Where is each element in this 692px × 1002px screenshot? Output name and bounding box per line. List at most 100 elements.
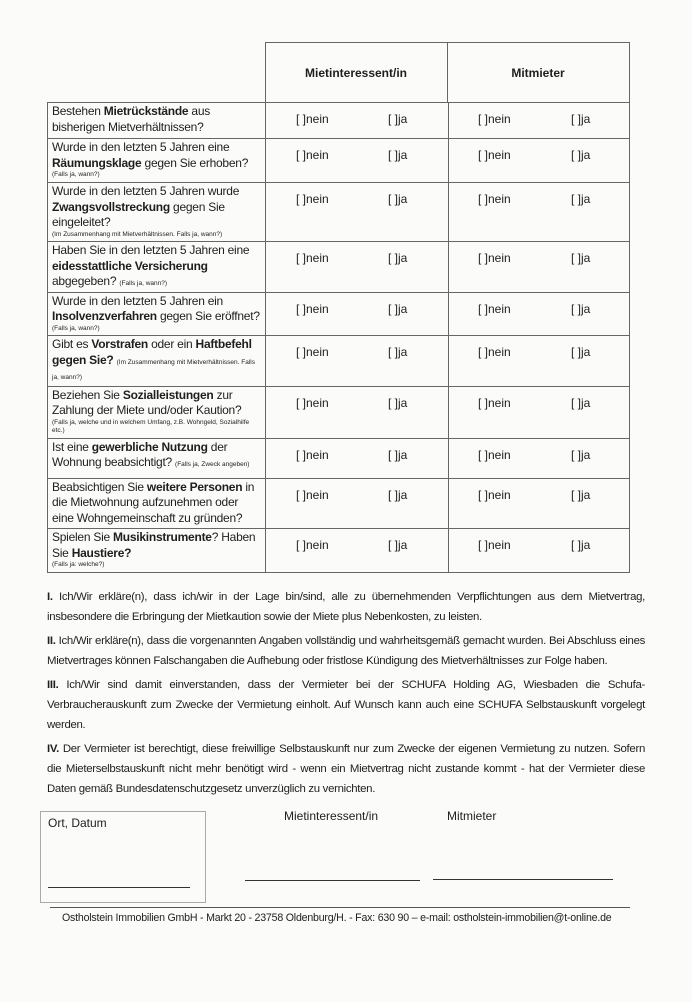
- place-date-line[interactable]: [48, 886, 190, 888]
- question-segment: Spielen Sie: [52, 530, 114, 544]
- question-keyword: Haustiere?: [71, 545, 132, 560]
- place-date-label: Ort, Datum: [48, 815, 107, 830]
- question-segment: zur Zahlung der Miete und/oder Kaution?: [52, 387, 242, 418]
- tenant-no-checkbox[interactable]: [ ]nein: [296, 148, 329, 162]
- footer: Ostholstein Immobilien GmbH - Markt 20 -…: [0, 906, 692, 937]
- cotenant-no-checkbox[interactable]: [ ]nein: [478, 148, 511, 162]
- question-table: Bestehen Mietrückstände aus bisherigen M…: [47, 102, 630, 573]
- cotenant-yes-checkbox[interactable]: [ ]ja: [571, 345, 591, 359]
- place-date-box: [40, 810, 206, 903]
- cotenant-yes-checkbox[interactable]: [ ]ja: [571, 301, 591, 316]
- paragraph-text: Der Vermieter ist berechtigt, diese frei…: [47, 742, 645, 795]
- table-row: Bestehen Mietrückstände aus bisherigen M…: [47, 102, 630, 138]
- question-note: (Falls ja, wann?): [119, 280, 168, 287]
- cotenant-yes-checkbox[interactable]: [ ]ja: [571, 447, 591, 462]
- question-note: (Falls ja, wann?): [52, 171, 100, 178]
- tenant-yes-checkbox[interactable]: [ ]ja: [388, 301, 408, 316]
- question-keyword: Musikinstrumente: [113, 530, 212, 544]
- cotenant-no-checkbox[interactable]: [ ]nein: [478, 251, 511, 265]
- cotenant-no-checkbox[interactable]: [ ]nein: [478, 301, 511, 316]
- signature-area: Ort, Datum Mietinteressent/in Mitmieter: [0, 807, 692, 907]
- question-segment: Beziehen Sie: [52, 387, 123, 402]
- cotenant-signature-line[interactable]: [433, 878, 613, 880]
- question-segment: Wurde in den letzten 5 Jahren ein: [52, 293, 223, 308]
- table-row: Wurde in den letzten 5 Jahren ein Insolv…: [47, 291, 630, 335]
- cotenant-no-checkbox[interactable]: [ ]nein: [478, 447, 511, 462]
- cotenant-yes-checkbox[interactable]: [ ]ja: [571, 192, 591, 206]
- tenant-signature-line[interactable]: [245, 879, 420, 881]
- cotenant-no-checkbox[interactable]: [ ]nein: [478, 395, 511, 410]
- declaration-paragraph: I. Ich/Wir erkläre(n), dass ich/wir in d…: [47, 587, 645, 627]
- tenant-no-checkbox[interactable]: [ ]nein: [296, 487, 329, 502]
- question-text: Haben Sie in den letzten 5 Jahren eine e…: [48, 242, 266, 292]
- header-tenant: Mietinteressent/in: [304, 66, 408, 80]
- tenant-yes-checkbox[interactable]: [ ]ja: [388, 251, 408, 265]
- column-divider: [448, 478, 449, 528]
- table-row: Gibt es Vorstrafen oder ein Haftbefehl g…: [47, 335, 630, 386]
- cotenant-yes-checkbox[interactable]: [ ]ja: [571, 538, 591, 552]
- column-divider: [448, 336, 449, 386]
- question-note: (Im Zusammenhang mit Mietverhältnissen. …: [52, 358, 255, 382]
- tenant-yes-checkbox[interactable]: [ ]ja: [388, 192, 408, 206]
- cotenant-yes-checkbox[interactable]: [ ]ja: [571, 148, 591, 162]
- cotenant-no-checkbox[interactable]: [ ]nein: [478, 345, 511, 359]
- question-keyword: Räumungsklage: [52, 155, 142, 170]
- question-keyword: weitere Personen: [146, 479, 243, 494]
- tenant-yes-checkbox[interactable]: [ ]ja: [388, 395, 408, 410]
- question-text: Beziehen Sie Sozialleistungen zur Zahlun…: [48, 386, 266, 438]
- question-segment: Wurde in den letzten 5 Jahren wurde: [52, 184, 240, 198]
- tenant-yes-checkbox[interactable]: [ ]ja: [388, 538, 408, 552]
- table-header: Mietinteressent/in Mitmieter: [265, 42, 630, 102]
- cotenant-yes-checkbox[interactable]: [ ]ja: [571, 395, 591, 410]
- declaration-paragraph: IV. Der Vermieter ist berechtigt, diese …: [47, 739, 645, 799]
- cotenant-yes-checkbox[interactable]: [ ]ja: [571, 112, 591, 126]
- question-segment: Ist eine: [52, 439, 92, 454]
- tenant-yes-checkbox[interactable]: [ ]ja: [388, 447, 408, 462]
- cotenant-no-checkbox[interactable]: [ ]nein: [478, 487, 511, 502]
- tenant-no-checkbox[interactable]: [ ]nein: [296, 395, 329, 410]
- tenant-no-checkbox[interactable]: [ ]nein: [296, 192, 329, 206]
- table-row: Wurde in den letzten 5 Jahren eine Räumu…: [47, 138, 630, 182]
- paragraph-number: I.: [47, 590, 53, 603]
- cotenant-no-checkbox[interactable]: [ ]nein: [478, 538, 511, 552]
- tenant-no-checkbox[interactable]: [ ]nein: [296, 345, 329, 359]
- question-text: Gibt es Vorstrafen oder ein Haftbefehl g…: [48, 336, 266, 386]
- question-note: (Falls ja: welche?): [52, 561, 105, 568]
- header-cell-cotenant: [447, 42, 630, 102]
- column-divider: [448, 139, 449, 182]
- cotenant-yes-checkbox[interactable]: [ ]ja: [571, 251, 591, 265]
- question-text: Bestehen Mietrückstände aus bisherigen M…: [48, 103, 266, 138]
- cotenant-yes-checkbox[interactable]: [ ]ja: [571, 487, 591, 502]
- column-divider: [448, 103, 449, 138]
- table-row: Haben Sie in den letzten 5 Jahren eine e…: [47, 241, 630, 292]
- question-text: Ist eine gewerbliche Nutzung der Wohnung…: [48, 438, 266, 478]
- tenant-yes-checkbox[interactable]: [ ]ja: [388, 148, 408, 162]
- cotenant-no-checkbox[interactable]: [ ]nein: [478, 112, 511, 126]
- question-keyword: Zwangsvollstreckung: [52, 199, 170, 214]
- tenant-no-checkbox[interactable]: [ ]nein: [296, 538, 329, 552]
- tenant-yes-checkbox[interactable]: [ ]ja: [388, 345, 408, 359]
- table-row: Wurde in den letzten 5 Jahren wurde Zwan…: [47, 182, 630, 241]
- header-cotenant: Mitmieter: [511, 66, 565, 80]
- question-keyword: eidesstattliche Versicherung: [52, 258, 208, 273]
- question-note: (Im Zusammenhang mit Mietverhältnissen. …: [52, 230, 223, 238]
- tenant-no-checkbox[interactable]: [ ]nein: [296, 251, 329, 265]
- question-segment: Wurde in den letzten 5 Jahren eine: [52, 140, 230, 154]
- question-segment: der Wohnung beabsichtigt?: [52, 439, 228, 470]
- tenant-no-checkbox[interactable]: [ ]nein: [296, 301, 329, 316]
- question-keyword: Insolvenzverfahren: [52, 309, 157, 323]
- tenant-yes-checkbox[interactable]: [ ]ja: [388, 487, 408, 502]
- table-row: Spielen Sie Musikinstrumente? Haben Sie …: [47, 528, 630, 572]
- question-segment: in die Mietwohnung aufzunehmen oder eine…: [52, 479, 255, 525]
- tenant-no-checkbox[interactable]: [ ]nein: [296, 447, 329, 462]
- question-segment: gegen Sie eröffnet?: [156, 309, 260, 323]
- tenant-no-checkbox[interactable]: [ ]nein: [296, 112, 329, 126]
- question-text: Beabsichtigen Sie weitere Personen in di…: [48, 478, 266, 528]
- declaration-paragraph: II. Ich/Wir erkläre(n), dass die vorgena…: [47, 631, 645, 671]
- question-segment: gegen Sie erhoben?: [141, 155, 249, 170]
- tenant-yes-checkbox[interactable]: [ ]ja: [388, 112, 408, 126]
- cotenant-no-checkbox[interactable]: [ ]nein: [478, 192, 511, 206]
- question-segment: Haben Sie in den letzten 5 Jahren eine: [52, 243, 250, 257]
- question-segment: Gibt es: [52, 337, 92, 351]
- question-note: (Falls ja, Zweck angeben): [175, 461, 250, 468]
